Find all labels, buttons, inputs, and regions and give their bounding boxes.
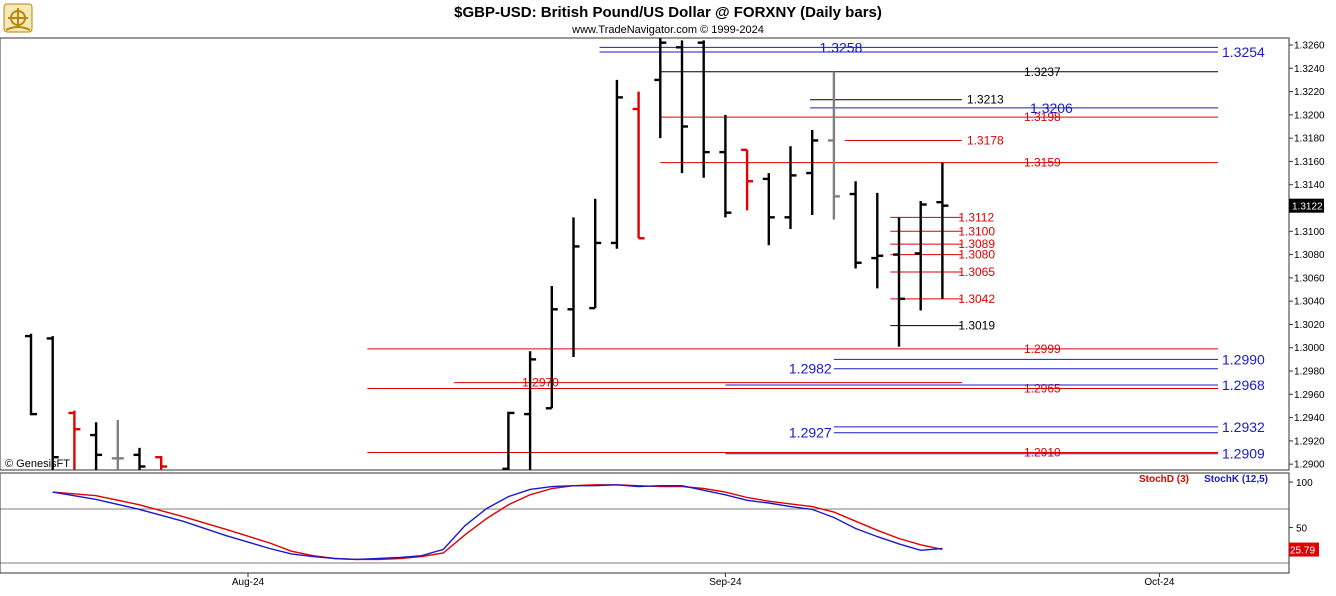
- stoch-d-line: [52, 484, 943, 561]
- level-label: 1.2968: [1222, 377, 1265, 393]
- watermark: © GenesisFT: [5, 458, 70, 470]
- price-axis-tick-label: 1.3140: [1294, 180, 1325, 191]
- level-label: 1.3213: [967, 93, 1004, 107]
- level-label: 1.3206: [1030, 100, 1073, 116]
- level-label: 1.2927: [789, 425, 832, 441]
- stoch-axis-tick-label: 50: [1296, 524, 1308, 535]
- x-axis-tick-label: Aug-24: [232, 577, 265, 588]
- stochastic-panel: 100 50 25.79 StochD (3) StochK (12,5): [0, 472, 1319, 574]
- level-label: 1.2970: [522, 376, 559, 390]
- price-axis-tick-label: 1.2960: [1294, 390, 1325, 401]
- level-label: 1.2965: [1024, 381, 1061, 395]
- price-axis-area: [1289, 38, 1336, 470]
- level-label: 1.3100: [958, 224, 995, 238]
- price-axis-tick-label: 1.2920: [1294, 436, 1325, 447]
- price-axis-tick-label: 1.2900: [1294, 460, 1325, 471]
- stoch-lines: [52, 484, 943, 561]
- stoch-plot-frame: [0, 472, 1290, 574]
- level-label: 1.3089: [958, 237, 995, 251]
- stoch-last-value-label: 25.79: [1290, 546, 1315, 557]
- level-label: 1.2999: [1024, 342, 1061, 356]
- price-axis-tick-label: 1.3100: [1294, 227, 1325, 238]
- stoch-k-legend: StochK (12,5): [1204, 474, 1268, 485]
- price-axis-tick-label: 1.3200: [1294, 110, 1325, 121]
- price-axis-tick-label: 1.3260: [1294, 40, 1325, 51]
- level-label: 1.3237: [1024, 65, 1061, 79]
- stoch-axis-tick-label: 100: [1296, 478, 1313, 489]
- level-label: 1.2910: [1024, 446, 1061, 460]
- price-axis-tick-label: 1.2940: [1294, 413, 1325, 424]
- chart-title: $GBP-USD: British Pound/US Dollar @ FORX…: [454, 4, 882, 21]
- stoch-d-legend: StochD (3): [1139, 474, 1189, 485]
- ohlc-bars: [25, 38, 949, 471]
- level-label: 1.3254: [1222, 44, 1265, 60]
- level-label: 1.3258: [820, 39, 863, 55]
- stoch-axis: 100 50 25.79: [1289, 478, 1319, 557]
- price-axis: 1.3260 1.3240 1.3220 1.3200 1.3180 1.3160 1.31…: [1289, 40, 1325, 471]
- level-label: 1.2990: [1222, 351, 1265, 367]
- price-axis-tick-label: 1.3180: [1294, 134, 1325, 145]
- x-axis-tick-label: Sep-24: [709, 577, 742, 588]
- price-axis-tick-label: 1.3020: [1294, 320, 1325, 331]
- price-plot-frame: [0, 37, 1290, 471]
- level-label: 1.3112: [958, 210, 994, 224]
- level-label: 1.3080: [958, 248, 995, 262]
- x-axis: Aug-24 Sep-24 Oct-24: [0, 572, 1289, 588]
- price-axis-tick-label: 1.3240: [1294, 64, 1325, 75]
- chart-subtitle: www.TradeNavigator.com © 1999-2024: [571, 24, 764, 36]
- stoch-k-line: [52, 484, 943, 561]
- price-axis-tick-label: 1.3000: [1294, 343, 1325, 354]
- price-axis-tick-label: 1.3060: [1294, 273, 1325, 284]
- stoch-last-value-box: [1289, 542, 1319, 557]
- price-axis-tick-label: 1.3040: [1294, 297, 1325, 308]
- level-label: 1.3159: [1024, 156, 1061, 170]
- price-axis-tick-label: 1.3080: [1294, 250, 1325, 261]
- x-axis-tick-label: Oct-24: [1144, 577, 1174, 588]
- last-price-label: 1.3122: [1292, 202, 1323, 213]
- price-axis-tick-label: 1.3220: [1294, 87, 1325, 98]
- price-axis-tick-label: 1.2980: [1294, 367, 1325, 378]
- level-label: 1.3042: [958, 292, 995, 306]
- level-label: 1.3065: [958, 265, 995, 279]
- last-price-box: [1289, 198, 1324, 213]
- level-label: 1.2909: [1222, 446, 1265, 462]
- ship-steering-wheel-icon: [3, 3, 33, 33]
- level-label: 1.2932: [1222, 419, 1265, 435]
- level-label: 1.3178: [967, 133, 1004, 147]
- level-label: 1.3019: [958, 319, 995, 333]
- level-label: 1.3198: [1024, 110, 1061, 124]
- price-axis-tick-label: 1.3160: [1294, 157, 1325, 168]
- level-label: 1.2982: [789, 361, 832, 377]
